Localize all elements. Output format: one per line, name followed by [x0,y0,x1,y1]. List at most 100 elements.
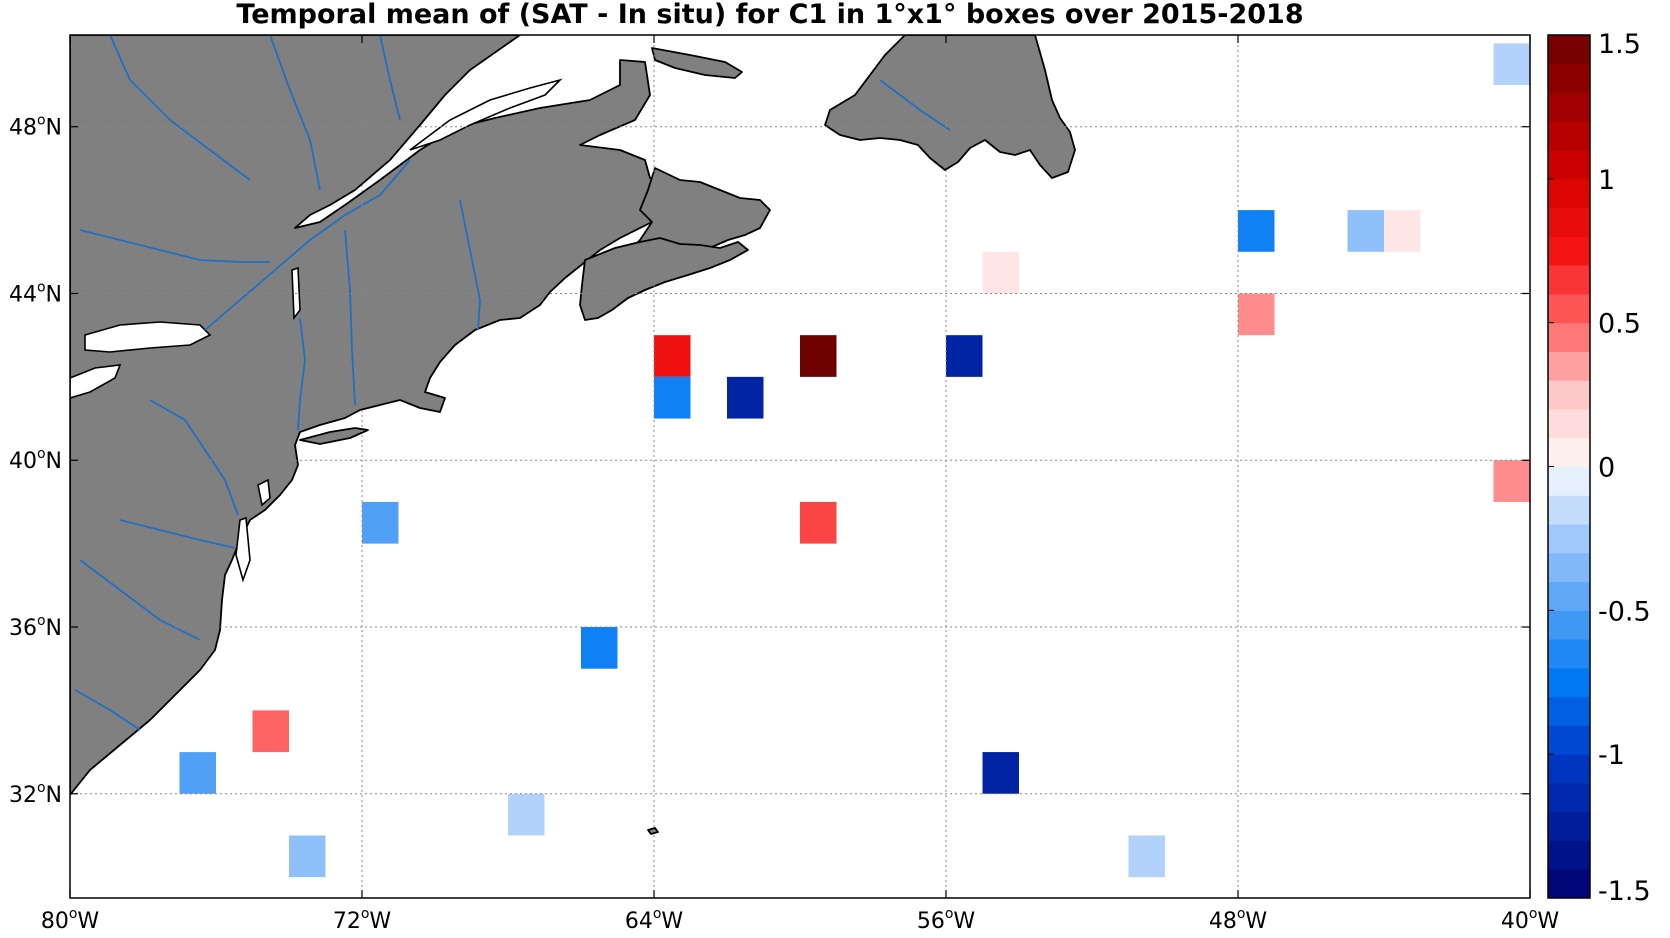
colorbar-segment [1548,35,1590,65]
colorbar-segment [1548,495,1590,525]
lake-erie [70,364,122,399]
river-hudson [297,317,306,431]
chesapeake-bay [235,516,251,583]
longitude-labels: 80oW 72oW 64oW 56oW 48oW 40oW [41,906,1560,934]
colorbar-segment [1548,610,1590,640]
data-box [1238,293,1275,336]
newfoundland-land [824,35,1076,179]
colorbar-segment [1548,581,1590,611]
x-tick-label: 56oW [917,906,976,934]
river-susquehanna [149,399,239,516]
plot-frame [69,34,1531,899]
river-south-1 [79,559,201,641]
colorbar-segment [1548,725,1590,755]
river-newfoundland [879,79,951,131]
river-connecticut [344,229,356,406]
anticosti-island-land [651,47,743,79]
colorbar-tick-label: -1.5 [1598,876,1651,907]
colorbar-tick-label: -0.5 [1598,596,1651,627]
colorbar-segment [1548,696,1590,726]
colorbar-segment [1548,524,1590,554]
data-box [1384,210,1421,252]
river-south-2 [74,689,141,731]
river-north-3 [379,35,401,121]
inland-waters [70,78,563,583]
st-lawrence-estuary [409,78,563,151]
colorbar-segment [1548,552,1590,583]
y-tick-label: 44oN [9,279,62,307]
colorbar-segment [1548,811,1590,841]
colorbar-segment [1548,754,1590,784]
colorbar-segment [1548,667,1590,698]
colorbar-segment [1548,207,1590,237]
map-title: Temporal mean of (SAT - In situ) for C1 … [236,0,1304,30]
colorbar-segment [1548,782,1590,813]
data-box [581,627,618,669]
data-box [982,251,1019,294]
data-box [179,752,216,794]
map-plot-area [70,35,1530,898]
lake-ontario [84,321,212,353]
bermuda-land [647,827,659,835]
colorbar-tick-label: 1.5 [1598,29,1641,60]
x-tick-label: 80oW [41,906,100,934]
colorbar-tick-label: -1 [1598,740,1625,771]
nova-scotia-land [579,237,749,321]
data-boxes [179,43,1530,878]
axis-ticks [69,35,1531,898]
colorbar-segment [1548,63,1590,94]
data-box [362,501,399,544]
land-masses [70,35,1076,835]
colorbar-tick-label: 0.5 [1598,309,1641,340]
data-box [252,710,289,753]
data-box [946,335,983,377]
river-ottawa [79,229,270,263]
data-box [1493,460,1530,502]
data-box [1493,43,1530,86]
river-north-1 [109,35,251,181]
data-box [727,376,764,419]
x-tick-label: 64oW [625,906,684,934]
colorbar-segment [1548,840,1590,870]
colorbar-segment [1548,380,1590,410]
colorbar-tick-label: 0 [1598,453,1615,484]
colorbar [1548,35,1590,899]
x-tick-label: 72oW [333,906,392,934]
colorbar-segment [1548,639,1590,669]
colorbar-segment [1548,236,1590,266]
y-tick-label: 40oN [9,446,62,474]
colorbar-segment [1548,178,1590,209]
data-box [654,335,691,377]
colorbar-segment [1548,869,1590,899]
colorbar-segment [1548,92,1590,122]
colorbar-segment [1548,466,1590,496]
colorbar-segment [1548,437,1590,467]
river-st-lawrence [204,159,411,331]
data-box [982,752,1019,794]
data-box [654,376,691,419]
data-box [1128,835,1165,878]
long-island-land [299,427,369,445]
data-box [289,835,326,878]
colorbar-segment [1548,293,1590,324]
data-box [1238,210,1275,252]
colorbar-segment [1548,121,1590,151]
data-box [508,793,545,836]
colorbar-segment [1548,408,1590,439]
y-tick-label: 48oN [9,113,62,141]
rivers [74,35,951,731]
y-tick-label: 32oN [9,780,62,808]
river-potomac [119,519,236,549]
graticule [70,35,1530,898]
colorbar-labels: 1.5 1 0.5 0 -0.5 -1 -1.5 [1548,29,1651,907]
river-north-2 [269,35,321,191]
colorbar-segment [1548,351,1590,381]
y-tick-label: 36oN [9,613,62,641]
data-box [800,501,837,544]
x-tick-label: 40oW [1501,906,1560,934]
delaware-bay [257,478,271,507]
latitude-labels: 48oN 44oN 40oN 36oN 32oN [9,113,62,808]
river-maine [459,199,481,331]
colorbar-segment [1548,322,1590,352]
